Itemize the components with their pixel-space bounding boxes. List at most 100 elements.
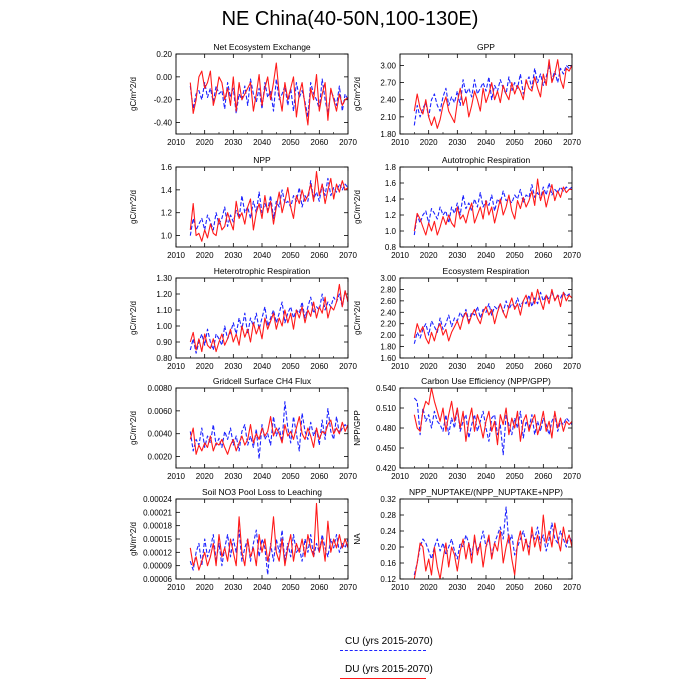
x-tick-label: 2060 <box>310 583 328 592</box>
x-tick-label: 2030 <box>224 362 242 371</box>
plot-frame <box>399 53 573 135</box>
series-line-du <box>413 514 572 579</box>
x-tick-label: 2030 <box>224 472 242 481</box>
x-tick-label: 2040 <box>477 362 495 371</box>
series-line-cu <box>189 290 348 354</box>
x-tick-label: 2070 <box>339 138 357 147</box>
y-axis-label: gC/m^2/d <box>129 190 138 224</box>
plot-frame <box>399 277 573 359</box>
legend-swatch-du <box>340 678 426 679</box>
x-tick-label: 2060 <box>310 472 328 481</box>
series-line-du <box>413 59 572 129</box>
x-tick-label: 2050 <box>282 251 300 260</box>
chart-panel: Net Ecosystem Exchange gC/m^2/d 2010 2020 20… <box>129 42 357 147</box>
chart-title: Soil NO3 Pool Loss to Leaching <box>202 487 322 497</box>
y-tick-label: 1.2 <box>385 211 397 220</box>
series-line-cu <box>413 182 572 236</box>
x-tick-label: 2060 <box>534 583 552 592</box>
x-tick-label: 2050 <box>282 362 300 371</box>
x-tick-label: 2050 <box>506 583 524 592</box>
x-tick-label: 2070 <box>563 583 581 592</box>
x-tick-label: 2070 <box>563 472 581 481</box>
y-tick-label: 0.12 <box>380 575 396 584</box>
legend: CU (yrs 2015-2070) DU (yrs 2015-2070) <box>330 632 470 688</box>
x-tick-label: 2020 <box>196 251 214 260</box>
series-line-du <box>413 288 572 345</box>
chart-title: NPP <box>253 155 271 165</box>
legend-swatch-cu <box>340 650 426 651</box>
plot-frame <box>399 498 573 580</box>
y-tick-label: 1.00 <box>156 322 172 331</box>
plot-frame <box>175 277 349 359</box>
x-tick-label: 2020 <box>420 583 438 592</box>
x-tick-label: 2030 <box>448 251 466 260</box>
y-tick-label: 1.6 <box>161 163 173 172</box>
series-group <box>189 502 348 576</box>
x-tick-label: 2060 <box>310 362 328 371</box>
y-tick-label: 2.40 <box>380 308 396 317</box>
legend-item-du: DU (yrs 2015-2070) <box>330 660 470 688</box>
y-tick-label: 1.0 <box>385 227 397 236</box>
series-group <box>413 59 572 129</box>
x-tick-label: 2010 <box>167 472 185 481</box>
x-tick-label: 2010 <box>391 251 409 260</box>
y-axis-label: gC/m^2/d <box>353 301 362 335</box>
x-tick-label: 2030 <box>224 251 242 260</box>
x-tick-label: 2040 <box>477 138 495 147</box>
x-tick-label: 2030 <box>448 138 466 147</box>
chart-panel: GPP gC/m^2/d 2010 2020 2030 2040 2050 2060 2070 1… <box>353 42 581 147</box>
series-line-cu <box>413 397 572 456</box>
y-tick-label: 0.00015 <box>143 535 172 544</box>
x-tick-label: 2040 <box>253 251 271 260</box>
legend-label-cu: CU (yrs 2015-2070) <box>345 636 433 647</box>
chart-title: Gridcell Surface CH4 Flux <box>213 376 312 386</box>
y-tick-label: 0.00 <box>156 73 172 82</box>
x-tick-label: 2070 <box>339 472 357 481</box>
x-tick-label: 2050 <box>506 251 524 260</box>
y-tick-label: 3.00 <box>380 61 396 70</box>
series-line-cu <box>413 291 572 344</box>
plot-frame <box>175 166 349 248</box>
x-tick-label: 2030 <box>448 583 466 592</box>
series-group <box>189 401 348 460</box>
y-tick-label: 0.00006 <box>143 575 172 584</box>
y-tick-label: 3.00 <box>380 274 396 283</box>
plot-frame <box>175 498 349 580</box>
y-tick-label: 0.20 <box>380 543 396 552</box>
x-tick-label: 2050 <box>506 138 524 147</box>
x-tick-label: 2060 <box>534 138 552 147</box>
x-tick-label: 2020 <box>420 472 438 481</box>
y-tick-label: 2.80 <box>380 285 396 294</box>
chart-title: Ecosystem Respiration <box>443 266 530 276</box>
y-tick-label: 0.28 <box>380 511 396 520</box>
y-tick-label: 2.70 <box>380 79 396 88</box>
series-line-cu <box>189 78 348 118</box>
x-tick-label: 2020 <box>196 583 214 592</box>
y-tick-label: 2.60 <box>380 297 396 306</box>
series-line-du <box>189 283 348 353</box>
series-group <box>413 388 572 456</box>
series-line-du <box>189 502 348 571</box>
x-tick-label: 2060 <box>310 251 328 260</box>
y-axis-label: gC/m^2/d <box>129 77 138 111</box>
y-tick-label: 0.00018 <box>143 522 172 531</box>
y-tick-label: 2.20 <box>380 320 396 329</box>
x-tick-label: 2040 <box>477 583 495 592</box>
x-tick-label: 2020 <box>420 251 438 260</box>
y-axis-label: gN/m^2/d <box>129 522 138 556</box>
series-group <box>189 62 348 126</box>
y-tick-label: 0.00024 <box>143 495 172 504</box>
x-tick-label: 2040 <box>253 138 271 147</box>
x-tick-label: 2060 <box>310 138 328 147</box>
plot-frame <box>175 53 349 135</box>
y-tick-label: 0.24 <box>380 527 396 536</box>
y-tick-label: 2.40 <box>380 96 396 105</box>
y-tick-label: 2.00 <box>380 331 396 340</box>
y-tick-label: 0.00012 <box>143 548 172 557</box>
y-axis-label: gC/m^2/d <box>129 411 138 445</box>
legend-label-du: DU (yrs 2015-2070) <box>345 664 433 675</box>
chart-title: Heterotrophic Respiration <box>214 266 311 276</box>
chart-panel: Gridcell Surface CH4 Flux gC/m^2/d 2010 202… <box>129 376 357 481</box>
series-line-du <box>413 178 572 236</box>
x-tick-label: 2070 <box>563 251 581 260</box>
